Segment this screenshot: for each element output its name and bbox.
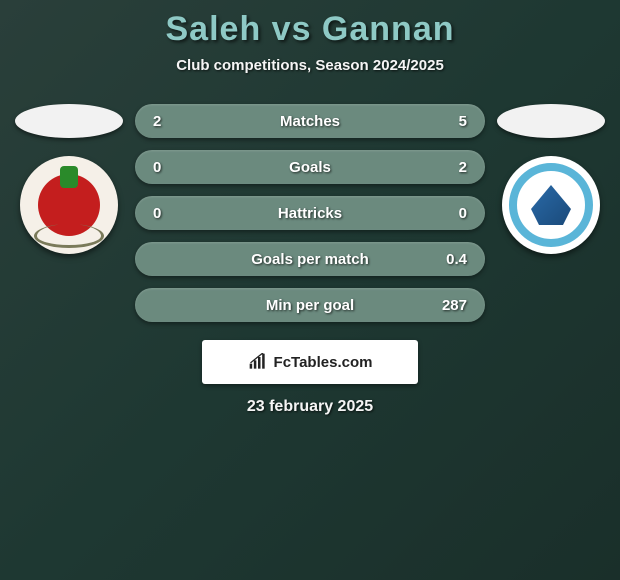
stat-row-goals: 0 Goals 2 [135,150,485,184]
stat-right-value: 0.4 [437,251,467,268]
stat-right-value: 2 [437,159,467,176]
stat-row-hattricks: 0 Hattricks 0 [135,196,485,230]
chart-icon [248,353,268,371]
page-subtitle: Club competitions, Season 2024/2025 [0,57,620,74]
left-player-col [15,104,123,254]
stats-column: 2 Matches 5 0 Goals 2 0 Hattricks 0 Goal… [135,104,485,322]
attribution-text: FcTables.com [274,354,373,371]
stat-label: Goals per match [251,251,369,268]
footer-date: 23 february 2025 [0,398,620,416]
badge-shape [509,163,593,247]
stat-label: Min per goal [266,297,354,314]
right-club-badge [502,156,600,254]
main-row: 2 Matches 5 0 Goals 2 0 Hattricks 0 Goal… [0,104,620,322]
right-player-col [497,104,605,254]
page-title: Saleh vs Gannan [0,10,620,49]
stat-label: Goals [289,159,331,176]
stat-left-value: 0 [153,159,183,176]
stat-left-value: 2 [153,113,183,130]
badge-shape [34,224,104,248]
left-country-flag [15,104,123,138]
stat-right-value: 0 [437,205,467,222]
attribution-badge[interactable]: FcTables.com [202,340,418,384]
left-club-badge [20,156,118,254]
right-country-flag [497,104,605,138]
stat-right-value: 5 [437,113,467,130]
stat-right-value: 287 [437,297,467,314]
comparison-widget: Saleh vs Gannan Club competitions, Seaso… [0,0,620,416]
stat-row-goals-per-match: Goals per match 0.4 [135,242,485,276]
stat-row-min-per-goal: Min per goal 287 [135,288,485,322]
stat-left-value: 0 [153,205,183,222]
stat-label: Matches [280,113,340,130]
stat-row-matches: 2 Matches 5 [135,104,485,138]
badge-shape [531,185,571,225]
stat-label: Hattricks [278,205,342,222]
